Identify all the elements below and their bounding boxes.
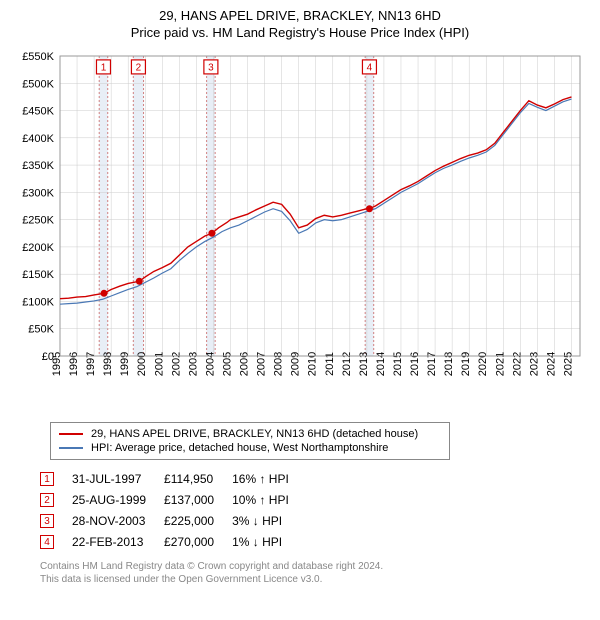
svg-text:£350K: £350K: [22, 160, 54, 172]
svg-text:2000: 2000: [136, 352, 148, 376]
svg-text:£100K: £100K: [22, 296, 54, 308]
svg-text:1995: 1995: [51, 352, 63, 376]
svg-text:3: 3: [208, 62, 214, 73]
footer-line: This data is licensed under the Open Gov…: [40, 573, 590, 586]
svg-text:2025: 2025: [562, 352, 574, 376]
svg-text:2017: 2017: [426, 352, 438, 376]
title-address: 29, HANS APEL DRIVE, BRACKLEY, NN13 6HD: [10, 8, 590, 23]
svg-text:£50K: £50K: [28, 324, 54, 336]
svg-text:1999: 1999: [119, 352, 131, 376]
tx-pct: 1% ↓ HPI: [232, 531, 307, 552]
tx-marker: 2: [40, 493, 54, 507]
tx-marker: 4: [40, 535, 54, 549]
tx-price: £137,000: [164, 489, 232, 510]
tx-pct: 16% ↑ HPI: [232, 468, 307, 489]
svg-text:2024: 2024: [545, 352, 557, 376]
svg-text:2004: 2004: [204, 352, 216, 376]
svg-text:£250K: £250K: [22, 215, 54, 227]
svg-text:2022: 2022: [511, 352, 523, 376]
tx-price: £225,000: [164, 510, 232, 531]
svg-text:£450K: £450K: [22, 106, 54, 118]
svg-text:£500K: £500K: [22, 78, 54, 90]
svg-text:£300K: £300K: [22, 187, 54, 199]
transaction-row: 3 28-NOV-2003£225,0003% ↓ HPI: [40, 510, 307, 531]
svg-text:2006: 2006: [239, 352, 251, 376]
transaction-row: 4 22-FEB-2013£270,0001% ↓ HPI: [40, 531, 307, 552]
svg-text:2020: 2020: [477, 352, 489, 376]
svg-text:2008: 2008: [273, 352, 285, 376]
tx-price: £270,000: [164, 531, 232, 552]
footer: Contains HM Land Registry data © Crown c…: [40, 560, 590, 586]
svg-text:2023: 2023: [528, 352, 540, 376]
svg-text:2010: 2010: [307, 352, 319, 376]
title-block: 29, HANS APEL DRIVE, BRACKLEY, NN13 6HD …: [10, 8, 590, 40]
legend-swatch: [59, 447, 83, 449]
transactions-table: 1 31-JUL-1997£114,95016% ↑ HPI 2 25-AUG-199…: [40, 468, 307, 552]
svg-text:2019: 2019: [460, 352, 472, 376]
svg-text:1996: 1996: [68, 352, 80, 376]
svg-text:2018: 2018: [443, 352, 455, 376]
tx-marker: 1: [40, 472, 54, 486]
svg-text:2005: 2005: [221, 352, 233, 376]
tx-price: £114,950: [164, 468, 232, 489]
svg-text:£550K: £550K: [22, 51, 54, 63]
svg-text:1998: 1998: [102, 352, 114, 376]
transaction-row: 2 25-AUG-1999£137,00010% ↑ HPI: [40, 489, 307, 510]
svg-text:2014: 2014: [375, 352, 387, 376]
legend-item: 29, HANS APEL DRIVE, BRACKLEY, NN13 6HD …: [59, 427, 441, 441]
tx-date: 28-NOV-2003: [72, 510, 164, 531]
tx-date: 31-JUL-1997: [72, 468, 164, 489]
svg-text:1997: 1997: [85, 352, 97, 376]
tx-marker: 3: [40, 514, 54, 528]
svg-text:2012: 2012: [341, 352, 353, 376]
svg-text:2002: 2002: [170, 352, 182, 376]
chart-svg: £0£50K£100K£150K£200K£250K£300K£350K£400…: [10, 46, 590, 416]
svg-text:£400K: £400K: [22, 133, 54, 145]
svg-text:2013: 2013: [358, 352, 370, 376]
legend-label: 29, HANS APEL DRIVE, BRACKLEY, NN13 6HD …: [91, 428, 418, 440]
svg-text:1: 1: [101, 62, 107, 73]
chart-container: 29, HANS APEL DRIVE, BRACKLEY, NN13 6HD …: [0, 0, 600, 596]
svg-text:2009: 2009: [290, 352, 302, 376]
legend-item: HPI: Average price, detached house, West…: [59, 441, 441, 455]
svg-text:2003: 2003: [187, 352, 199, 376]
svg-text:2007: 2007: [256, 352, 268, 376]
footer-line: Contains HM Land Registry data © Crown c…: [40, 560, 590, 573]
svg-text:2015: 2015: [392, 352, 404, 376]
tx-date: 22-FEB-2013: [72, 531, 164, 552]
legend: 29, HANS APEL DRIVE, BRACKLEY, NN13 6HD …: [50, 422, 450, 460]
svg-text:2021: 2021: [494, 352, 506, 376]
title-subtitle: Price paid vs. HM Land Registry's House …: [10, 25, 590, 40]
transaction-row: 1 31-JUL-1997£114,95016% ↑ HPI: [40, 468, 307, 489]
tx-pct: 3% ↓ HPI: [232, 510, 307, 531]
tx-date: 25-AUG-1999: [72, 489, 164, 510]
tx-pct: 10% ↑ HPI: [232, 489, 307, 510]
svg-text:4: 4: [367, 62, 373, 73]
svg-text:2: 2: [136, 62, 142, 73]
svg-text:£150K: £150K: [22, 269, 54, 281]
svg-text:2016: 2016: [409, 352, 421, 376]
svg-text:£200K: £200K: [22, 242, 54, 254]
svg-text:2001: 2001: [153, 352, 165, 376]
chart: £0£50K£100K£150K£200K£250K£300K£350K£400…: [10, 46, 590, 416]
legend-swatch: [59, 433, 83, 435]
legend-label: HPI: Average price, detached house, West…: [91, 442, 388, 454]
